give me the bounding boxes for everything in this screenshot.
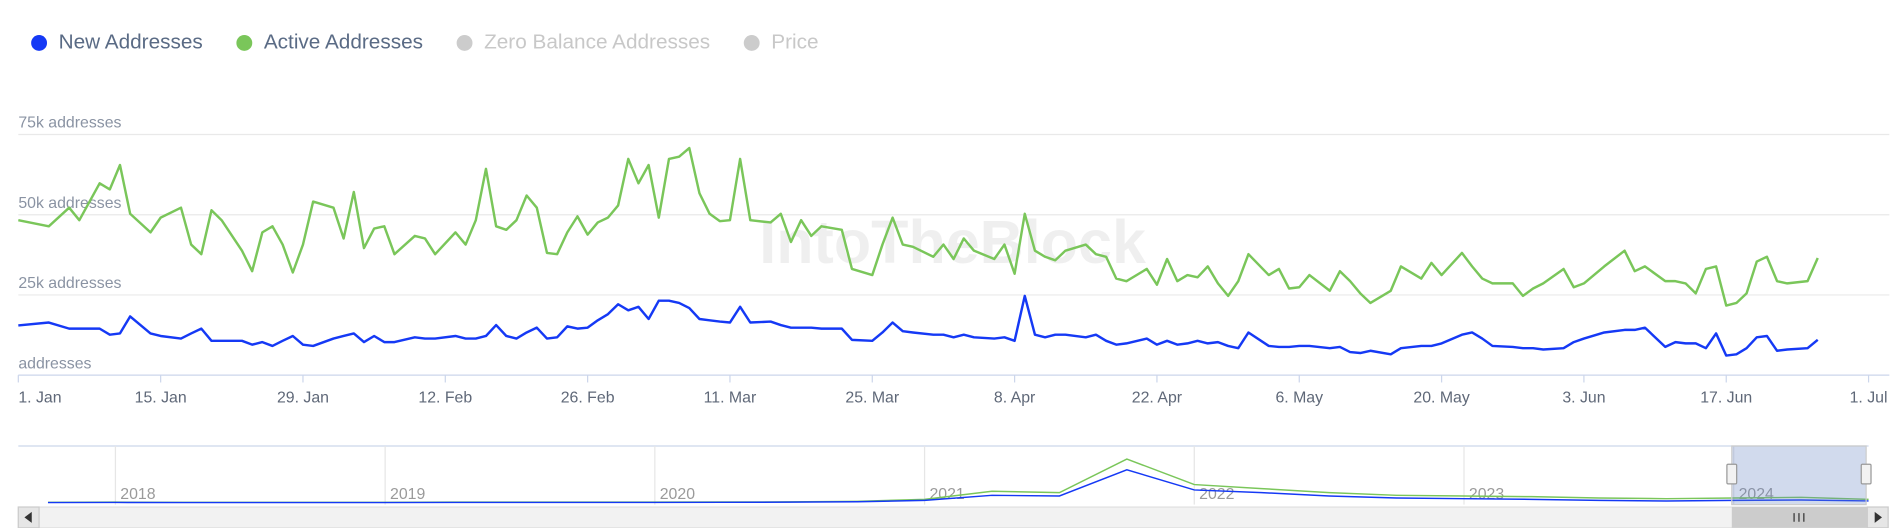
scroll-left-arrow (24, 511, 32, 523)
navigator-bg (18, 445, 1869, 505)
x-tick-label: 25. Mar (845, 390, 899, 407)
legend-label[interactable]: Price (771, 30, 818, 53)
x-tick-label: 20. May (1413, 390, 1469, 407)
scrollbar-grip (1793, 513, 1805, 522)
navigator-year-label: 2022 (1199, 486, 1234, 503)
x-tick-label: 1. Jan (18, 390, 61, 407)
legend-marker[interactable] (236, 35, 253, 51)
legend-marker[interactable] (456, 35, 473, 51)
x-tick-label: 6. May (1275, 390, 1323, 407)
navigator-line (47, 469, 1869, 504)
navigator-selection[interactable] (1731, 445, 1867, 506)
navigator-year-label: 2024 (1739, 486, 1774, 503)
scrollbar-track[interactable] (17, 506, 1889, 528)
x-tick-label: 12. Feb (418, 390, 472, 407)
series-line (18, 146, 1819, 307)
navigator-handle[interactable] (1860, 463, 1872, 485)
x-tick-label: 29. Jan (277, 390, 329, 407)
x-tick-label: 8. Apr (994, 390, 1036, 407)
x-tick-label: 17. Jun (1700, 390, 1752, 407)
y-tick-label: 25k addresses (18, 275, 121, 292)
navigator-year-label: 2023 (1469, 486, 1504, 503)
legend-label[interactable]: Zero Balance Addresses (484, 30, 710, 53)
x-tick-label: 1. Jul (1850, 390, 1888, 407)
navigator-year-label: 2018 (120, 486, 155, 503)
scroll-right-arrow (1874, 511, 1883, 523)
x-tick-label: 15. Jan (135, 390, 187, 407)
watermark: IntoTheBlock (759, 208, 1147, 276)
navigator: 2018201920202021202220232024 (47, 445, 1869, 505)
x-tick-label: 26. Feb (561, 390, 615, 407)
navigator-year-label: 2020 (660, 486, 695, 503)
x-tick-label: 11. Mar (704, 390, 757, 407)
x-tick-label: 3. Jun (1562, 390, 1605, 407)
y-tick-label: 75k addresses (18, 115, 121, 132)
series-line (18, 294, 1819, 357)
y-tick-label: addresses (18, 355, 91, 372)
navigator-year-label: 2019 (390, 486, 425, 503)
legend-label[interactable]: Active Addresses (264, 30, 423, 53)
y-tick-label: 50k addresses (18, 195, 121, 212)
legend-label[interactable]: New Addresses (59, 30, 203, 53)
legend-marker[interactable] (743, 35, 760, 51)
x-tick-label: 22. Apr (1132, 390, 1183, 407)
legend-marker[interactable] (31, 35, 48, 51)
navigator-handle[interactable] (1726, 463, 1738, 485)
